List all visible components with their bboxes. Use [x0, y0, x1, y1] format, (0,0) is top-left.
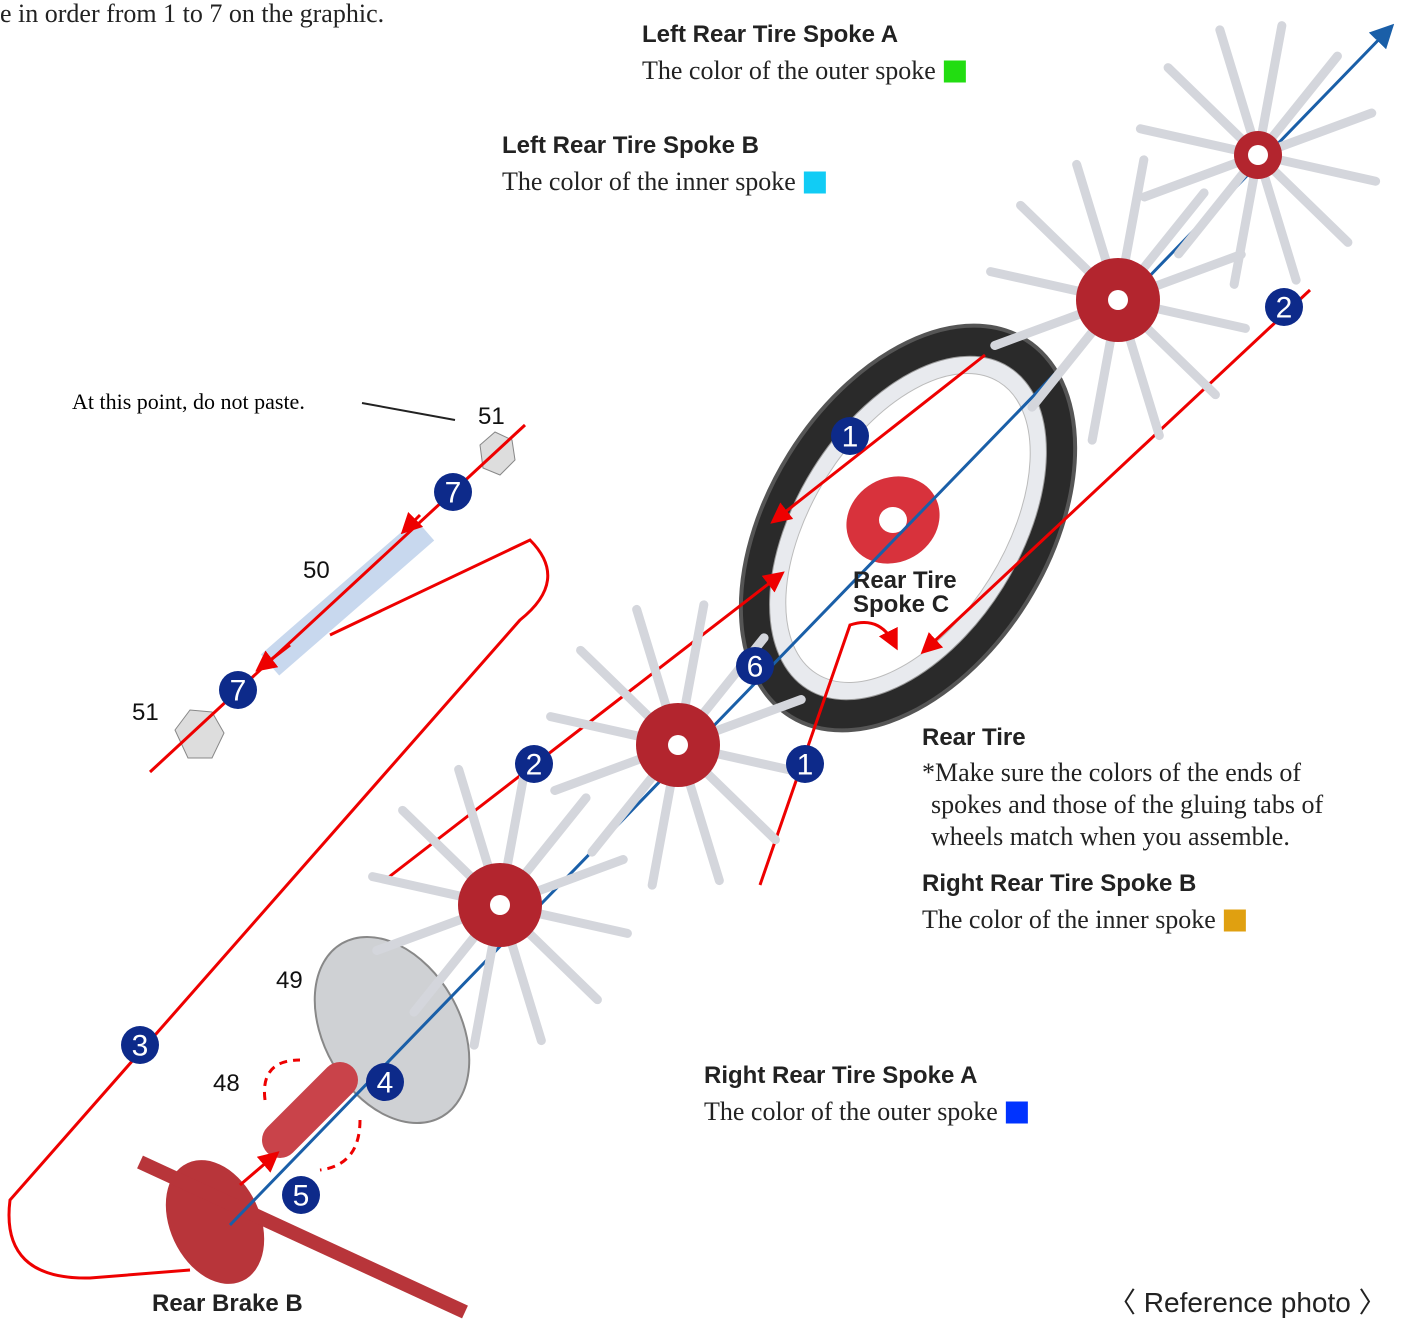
step-number: 6 [747, 651, 764, 684]
leader-line [362, 403, 455, 420]
rear-tire-note: wheels match when you assemble. [931, 822, 1290, 851]
axle [270, 530, 425, 665]
part-number: 51 [132, 699, 159, 726]
artwork [9, 26, 1390, 1312]
label-text: The color of the outer spoke [642, 56, 936, 85]
guide-line [240, 1155, 275, 1185]
part-number: 51 [478, 403, 505, 430]
color-swatch [944, 61, 966, 83]
step-number: 7 [445, 477, 462, 510]
rear-tire-note: spokes and those of the gluing tabs of [931, 790, 1323, 819]
hub-hole [1108, 290, 1128, 310]
color-swatch [1224, 910, 1246, 932]
hub-hole [1248, 145, 1268, 165]
color-swatch [804, 172, 826, 194]
step-number: 5 [293, 1180, 310, 1213]
rear-brake-label: Rear Brake B [152, 1290, 303, 1317]
color-swatch [1006, 1102, 1028, 1124]
rear-tire-title: Rear Tire [922, 724, 1026, 751]
reference-label: 〈 Reference photo 〉 [1108, 1287, 1387, 1318]
step-number: 4 [377, 1067, 394, 1100]
step-number: 2 [526, 749, 543, 782]
label-title: Left Rear Tire Spoke A [642, 21, 898, 48]
spoke-c-label: Spoke C [853, 591, 949, 618]
rear-tire-note: *Make sure the colors of the ends of [922, 758, 1301, 787]
step-number: 7 [230, 675, 247, 708]
label-text: The color of the inner spoke [922, 905, 1216, 934]
label-title: Left Rear Tire Spoke B [502, 132, 759, 159]
step-number: 3 [132, 1030, 149, 1063]
diagram: 7 7 2 1 6 2 1 3 4 5 e in order from 1 to 7 on the… [0, 0, 1424, 1321]
hub-hole [490, 895, 510, 915]
step-number: 2 [1276, 292, 1293, 325]
intro-text: e in order from 1 to 7 on the graphic. [0, 0, 384, 28]
label-title: Right Rear Tire Spoke A [704, 1062, 977, 1089]
label-title: Right Rear Tire Spoke B [922, 870, 1196, 897]
label-text: The color of the outer spoke [704, 1097, 998, 1126]
part-number: 48 [213, 1070, 240, 1097]
hub-hole [668, 735, 688, 755]
label-text: The color of the inner spoke [502, 167, 796, 196]
step-number: 1 [842, 421, 859, 454]
step-number: 1 [797, 749, 814, 782]
part-number: 49 [276, 967, 303, 994]
callout: At this point, do not paste. [72, 389, 305, 414]
part-number: 50 [303, 557, 330, 584]
nut [175, 710, 224, 758]
brake-drum [280, 1080, 340, 1140]
spoke-c-label: Rear Tire [853, 567, 957, 594]
guide-line [150, 425, 525, 772]
